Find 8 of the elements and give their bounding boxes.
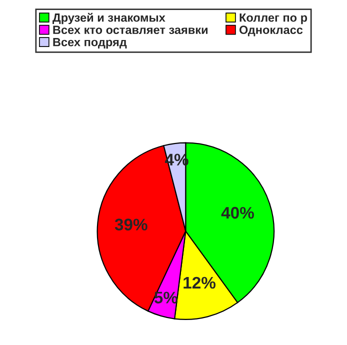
data-label: 39% — [114, 218, 148, 230]
legend-label: Всех кто оставляет заявки — [53, 26, 208, 34]
data-label: 40% — [221, 206, 254, 219]
legend-label: Однокласс — [239, 26, 303, 36]
data-label: 12% — [184, 276, 216, 289]
legend-label: Коллег по р — [240, 14, 308, 24]
legend-label: Всех подряд — [53, 38, 127, 49]
legend-label: Друзей и знакомых — [52, 12, 166, 24]
